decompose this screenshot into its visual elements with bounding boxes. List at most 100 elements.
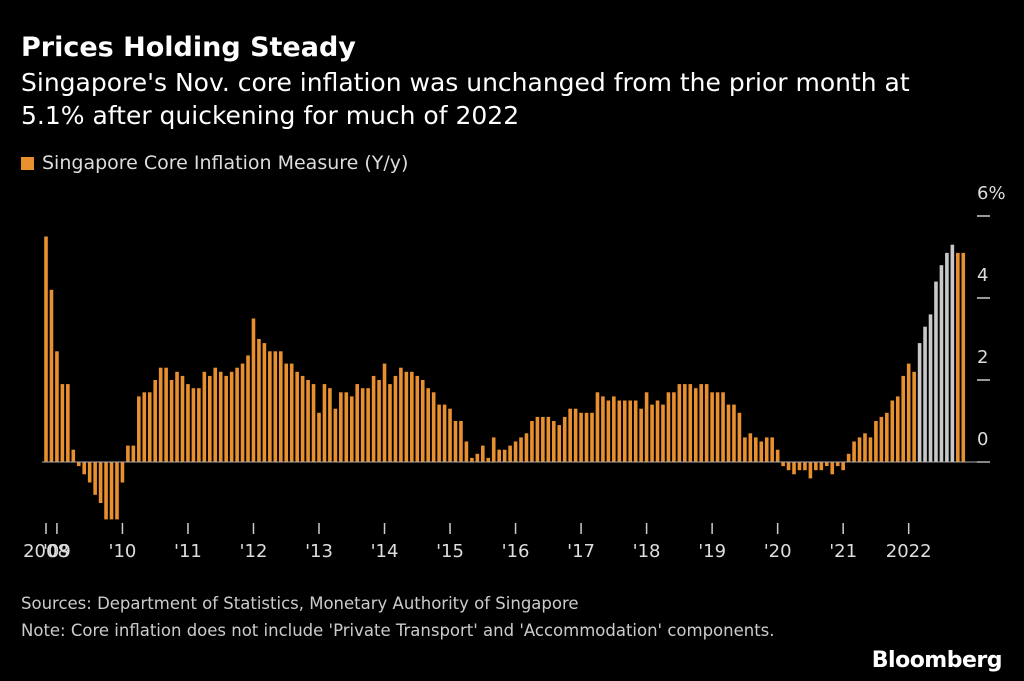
bar	[109, 462, 114, 520]
bar	[683, 384, 687, 462]
bar	[781, 462, 785, 467]
bar	[846, 453, 851, 462]
bar	[530, 421, 534, 462]
bar	[404, 371, 409, 462]
bar	[115, 462, 119, 520]
x-tick-label: '13	[305, 541, 333, 562]
bar	[481, 445, 485, 462]
bar	[153, 380, 157, 462]
bar	[726, 404, 731, 462]
bar	[797, 462, 802, 471]
source: Sources: Department of Statistics, Monet…	[21, 594, 579, 613]
x-tick-label: '21	[829, 541, 857, 562]
legend: Singapore Core Inflation Measure (Y/y)	[21, 152, 408, 174]
bar	[371, 375, 376, 462]
bar	[879, 416, 884, 462]
bar	[732, 404, 736, 462]
bar	[961, 252, 966, 462]
x-tick-label: '16	[502, 541, 530, 562]
bar	[759, 441, 764, 462]
x-tick-label: '20	[764, 541, 792, 562]
bar	[202, 371, 207, 462]
x-tick-label: '11	[174, 541, 202, 562]
bar	[617, 400, 622, 462]
bar	[366, 388, 370, 462]
bar	[491, 437, 496, 462]
bar	[317, 412, 321, 462]
bar	[311, 384, 316, 462]
bar	[568, 408, 572, 462]
bar	[415, 375, 420, 462]
bar	[868, 437, 873, 462]
bar	[786, 462, 791, 471]
bar	[923, 326, 927, 462]
bar	[655, 400, 660, 462]
bar	[551, 421, 556, 462]
bar	[579, 412, 583, 462]
bar	[573, 408, 578, 462]
bar	[835, 462, 840, 467]
bar	[562, 416, 567, 462]
bar	[830, 462, 835, 475]
bar	[792, 462, 796, 475]
bar	[661, 404, 665, 462]
bar	[49, 289, 54, 462]
bar	[278, 351, 283, 462]
bar	[420, 380, 425, 462]
bar	[906, 363, 911, 462]
bar	[218, 371, 223, 462]
bar	[633, 400, 638, 462]
bar	[764, 437, 769, 462]
x-tick-label: 2022	[886, 541, 932, 562]
bar	[382, 363, 387, 462]
bar	[497, 449, 501, 462]
bar	[901, 375, 906, 462]
bar	[519, 437, 523, 462]
x-tick-label: '09	[43, 541, 71, 562]
bar	[672, 392, 676, 462]
y-tick-label: 2	[977, 347, 988, 368]
bar	[857, 437, 862, 462]
x-tick-label: '12	[240, 541, 268, 562]
bar	[120, 462, 125, 483]
chart-title: Prices Holding Steady	[21, 32, 356, 63]
bar	[300, 375, 305, 462]
bar	[486, 457, 491, 462]
bar	[584, 412, 589, 462]
bar	[431, 392, 436, 462]
legend-label: Singapore Core Inflation Measure (Y/y)	[42, 152, 409, 174]
bar	[388, 384, 392, 462]
x-tick-label: '14	[371, 541, 399, 562]
bar	[169, 380, 174, 462]
y-tick-label: 6%	[977, 183, 1006, 204]
bar	[628, 400, 633, 462]
bar	[393, 375, 398, 462]
bar	[770, 437, 774, 462]
legend-swatch	[21, 156, 34, 170]
x-tick-label: '19	[698, 541, 726, 562]
bar	[235, 367, 239, 462]
bar	[344, 392, 349, 462]
bar	[524, 433, 529, 462]
bar	[224, 375, 228, 462]
note: Note: Core inflation does not include 'P…	[21, 621, 775, 640]
bar	[333, 408, 338, 462]
bar	[464, 441, 469, 462]
bar	[590, 412, 594, 462]
bar	[945, 252, 949, 462]
bar	[82, 462, 87, 475]
bar	[355, 384, 360, 462]
bar	[93, 462, 97, 495]
bar	[950, 244, 955, 462]
bar	[377, 380, 381, 462]
bar	[295, 371, 299, 462]
bar	[208, 375, 212, 462]
bar	[104, 462, 108, 520]
bar	[197, 388, 201, 462]
bar	[644, 392, 649, 462]
bar	[426, 388, 430, 462]
bar	[650, 404, 654, 462]
bar	[240, 363, 245, 462]
bar	[666, 392, 671, 462]
x-tick-label: '17	[567, 541, 595, 562]
